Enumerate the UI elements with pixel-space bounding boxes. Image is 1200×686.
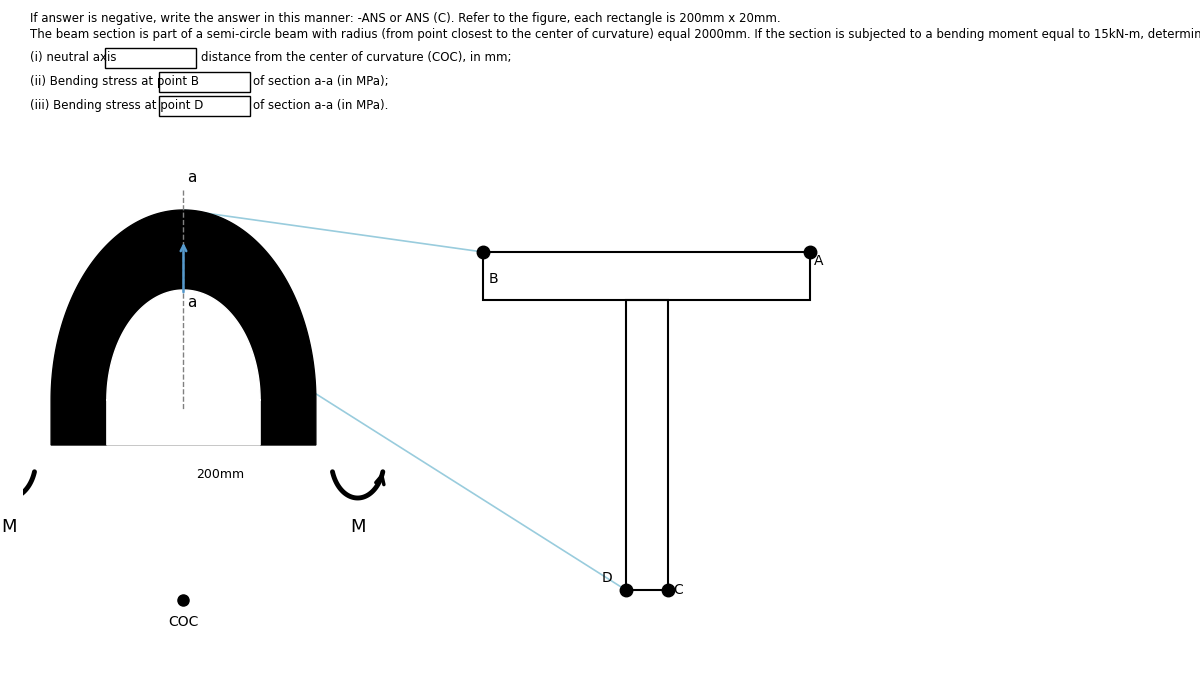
Text: of section a-a (in MPa);: of section a-a (in MPa);: [253, 75, 389, 88]
Text: C: C: [673, 583, 683, 597]
Text: B: B: [488, 272, 498, 286]
Text: COC: COC: [168, 615, 199, 629]
Polygon shape: [107, 290, 260, 445]
Text: D: D: [601, 571, 612, 585]
Text: If answer is negative, write the answer in this manner: -ANS or ANS (C). Refer t: If answer is negative, write the answer …: [30, 12, 781, 25]
FancyBboxPatch shape: [160, 96, 250, 116]
Text: M: M: [1, 518, 17, 536]
Text: distance from the center of curvature (COC), in mm;: distance from the center of curvature (C…: [200, 51, 511, 64]
FancyBboxPatch shape: [160, 72, 250, 92]
Text: M: M: [350, 518, 365, 536]
Text: a: a: [187, 170, 197, 185]
Polygon shape: [52, 210, 316, 445]
Text: (ii) Bending stress at point B: (ii) Bending stress at point B: [30, 75, 199, 88]
Text: A: A: [814, 254, 823, 268]
Text: (iii) Bending stress at point D: (iii) Bending stress at point D: [30, 99, 204, 113]
Text: 200mm: 200mm: [196, 469, 244, 482]
Text: (i) neutral axis: (i) neutral axis: [30, 51, 116, 64]
FancyBboxPatch shape: [106, 48, 196, 68]
Text: a: a: [187, 295, 197, 310]
Text: of section a-a (in MPa).: of section a-a (in MPa).: [253, 99, 389, 113]
Text: The beam section is part of a semi-circle beam with radius (from point closest t: The beam section is part of a semi-circl…: [30, 28, 1200, 41]
